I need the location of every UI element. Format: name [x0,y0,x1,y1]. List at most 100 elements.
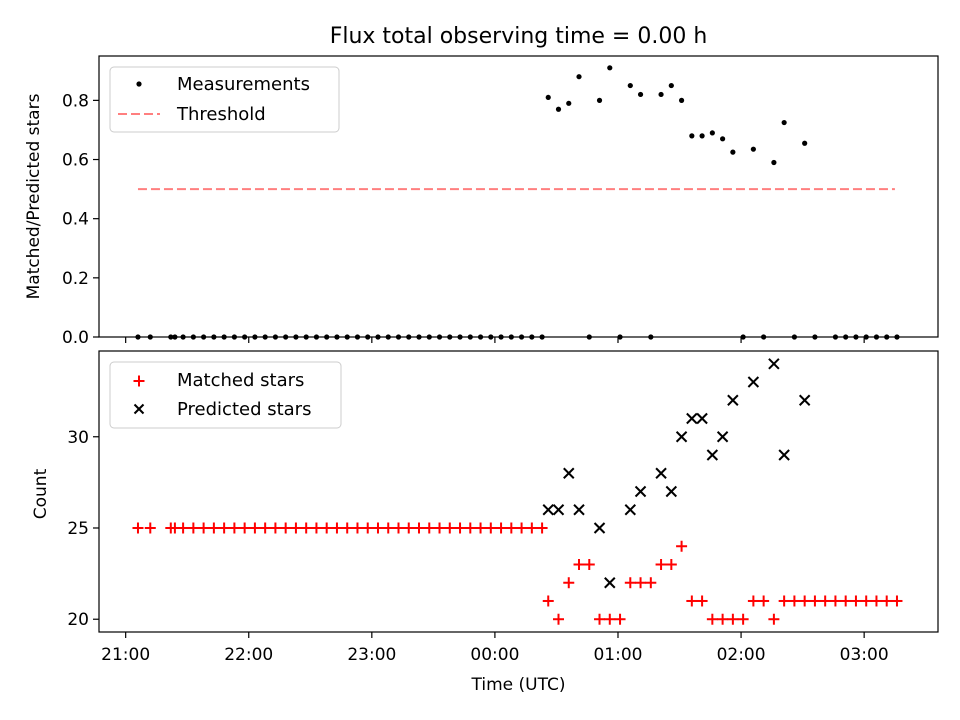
matched-star-marker [423,522,435,534]
top-plot-frame [98,55,939,338]
matched-star-marker [563,577,575,589]
matched-star-marker [351,522,363,534]
predicted-star-marker [716,431,729,443]
matched-stars-points [132,522,903,625]
predicted-star-marker [768,358,780,370]
top-y-axis-label: Matched/Predicted stars [24,93,44,299]
bottom-x-tick-label: 23:00 [347,645,396,665]
matched-star-marker [706,613,718,625]
measurement-point [545,94,551,101]
matched-star-marker [475,522,487,534]
top-y-tick-label: 0.2 [62,269,89,289]
predicted-star-marker [706,449,719,461]
bottom-y-tick-label: 20 [67,610,89,630]
matched-star-marker [495,522,507,534]
matched-star-marker [444,522,456,534]
measurement-point [802,140,808,146]
matched-star-marker [840,595,852,607]
matched-star-marker [218,522,230,534]
matched-star-marker [516,522,528,534]
predicted-star-marker [542,504,554,516]
matched-star-marker [485,522,497,534]
matched-star-marker [655,558,667,570]
matched-star-marker [300,522,312,534]
top-y-tick-label: 0.8 [62,91,89,111]
matched-star-marker [382,522,394,534]
matched-star-marker [132,522,144,534]
predicted-star-marker [686,412,698,425]
bottom-panel: 20 25 30 21:00 22:00 23:00 00:00 01:00 02:00 03:… [31,350,939,695]
bottom-plot-frame [98,350,939,633]
legend-predicted-label: Predicted stars [177,399,311,420]
matched-star-marker [604,613,616,625]
measurement-point [566,100,572,106]
matched-star-marker [280,522,292,534]
measurement-point [607,65,613,71]
predicted-star-marker [634,485,647,498]
legend-threshold-label: Threshold [176,104,266,125]
matched-star-marker [187,522,199,534]
matched-star-marker [645,577,657,589]
predicted-star-marker [665,485,678,498]
top-y-tick-label: 0.4 [62,210,89,230]
matched-star-marker [321,522,333,534]
measurement-point [576,74,582,80]
predicted-star-marker [675,431,688,443]
measurement-point [771,159,777,166]
measurement-point [668,82,674,89]
measurement-point [555,106,562,112]
matched-star-marker [454,522,466,534]
legend-measurements-marker [136,81,142,87]
measurement-point [627,82,633,89]
predicted-star-marker [593,522,606,534]
matched-star-marker [696,595,708,607]
matched-star-marker [594,613,606,625]
bottom-x-tick-label: 01:00 [593,645,642,665]
predicted-star-marker [655,467,667,479]
measurement-point [678,97,685,103]
measurement-point [689,133,695,139]
matched-star-marker [870,595,882,607]
matched-star-marker [665,558,677,570]
zero-measurements [135,334,900,340]
measurement-points [545,65,808,166]
predicted-star-marker [573,504,585,516]
bottom-y-ticks: 20 25 30 [67,428,99,630]
matched-star-marker [553,613,565,625]
matched-star-marker [362,522,374,534]
top-y-ticks: 0.0 0.2 0.4 0.6 0.8 [62,91,99,348]
matched-star-marker [768,613,780,625]
bottom-x-tick-label: 00:00 [470,645,519,665]
matched-star-marker [228,522,240,534]
matched-star-marker [635,577,647,589]
predicted-star-marker [552,504,565,516]
predicted-star-marker [727,394,739,406]
matched-star-marker [686,595,698,607]
matched-star-marker [881,595,893,607]
top-y-tick-label: 0.0 [62,328,89,348]
legend-measurements-label: Measurements [177,74,310,95]
x-axis-label: Time (UTC) [471,675,566,695]
measurement-point [730,149,736,155]
matched-star-marker [758,595,770,607]
bottom-x-tick-label: 22:00 [224,645,273,665]
legend-matched-label: Matched stars [177,370,304,391]
matched-star-marker [829,595,841,607]
matched-star-marker [788,595,800,607]
bottom-legend: Matched stars Predicted stars [109,361,342,429]
matched-star-marker [624,577,636,589]
matched-star-marker [341,522,353,534]
matched-star-marker [249,522,261,534]
bottom-x-tick-label: 21:00 [101,645,150,665]
predicted-star-marker [747,376,760,388]
bottom-y-tick-label: 25 [67,519,89,539]
predicted-stars-points [542,358,811,589]
predicted-star-marker [798,394,811,406]
matched-star-marker [464,522,476,534]
predicted-star-marker [696,412,708,425]
bottom-legend-box [109,361,342,429]
matched-star-marker [860,595,872,607]
matched-star-marker [809,595,821,607]
matched-star-marker [583,558,595,570]
